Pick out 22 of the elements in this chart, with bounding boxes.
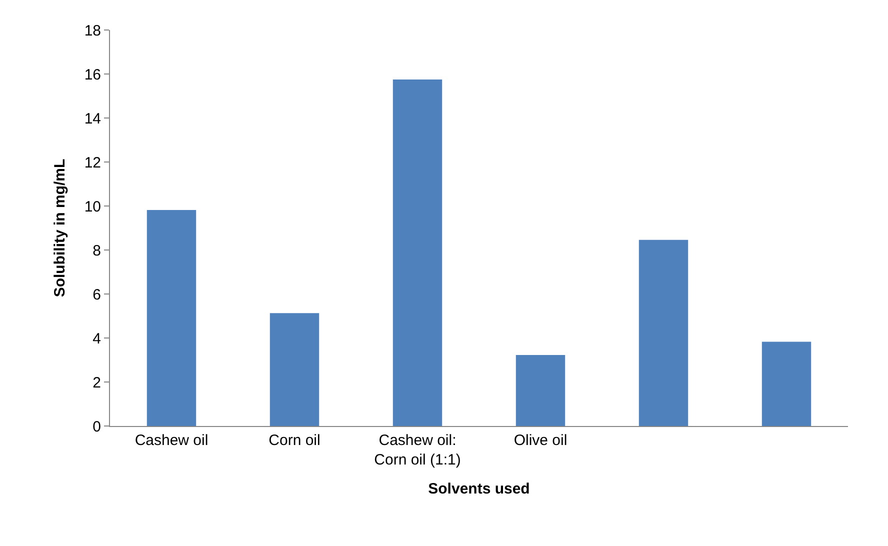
- x-tick-label: Olive oil: [514, 432, 568, 449]
- x-tick-label: Cashew oil: Corn oil (1:1): [374, 432, 461, 468]
- bar: [516, 354, 566, 426]
- bar: [392, 80, 442, 426]
- y-tick-label: 10: [84, 198, 101, 216]
- y-tick-label: 8: [92, 242, 101, 260]
- y-axis-title: Solubility in mg/mL: [52, 158, 69, 298]
- x-tick-label: Corn oil: [268, 432, 320, 449]
- y-tick-label: 4: [92, 330, 101, 348]
- y-tick-label: 6: [92, 286, 101, 304]
- bar: [270, 313, 320, 426]
- x-tick-label: Cashew oil: [134, 432, 208, 449]
- bar: [146, 210, 196, 426]
- y-tick-label: 12: [84, 154, 101, 172]
- bar: [762, 342, 812, 426]
- y-tick-label: 16: [84, 66, 101, 84]
- y-tick-label: 14: [84, 110, 101, 128]
- bar: [638, 240, 688, 426]
- y-tick-label: 0: [92, 418, 101, 436]
- y-tick-label: 18: [84, 22, 101, 40]
- x-axis-title: Solvents used: [428, 480, 530, 498]
- y-tick-label: 2: [92, 374, 101, 392]
